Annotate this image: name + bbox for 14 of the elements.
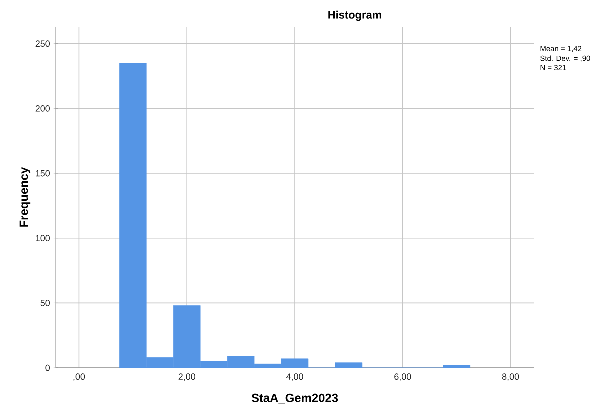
x-axis-title: StaA_Gem2023 xyxy=(252,394,338,404)
x-tick-label: ,00 xyxy=(74,374,86,382)
y-tick-label: 150 xyxy=(36,170,50,177)
y-tick-label: 50 xyxy=(40,300,50,306)
y-tick-label: 0 xyxy=(46,364,50,372)
y-axis-title: Frequency xyxy=(20,167,31,227)
x-tick-label: 6,00 xyxy=(394,374,412,382)
x-tick-label: 2,00 xyxy=(178,374,196,382)
x-tick-label: 8,00 xyxy=(502,374,520,382)
chart-title: Histogram xyxy=(328,10,382,22)
y-tick-label: 100 xyxy=(36,235,50,242)
y-tick-label: 250 xyxy=(36,40,50,48)
x-tick-label: 4,00 xyxy=(286,374,304,382)
y-tick-label: 200 xyxy=(36,106,50,112)
